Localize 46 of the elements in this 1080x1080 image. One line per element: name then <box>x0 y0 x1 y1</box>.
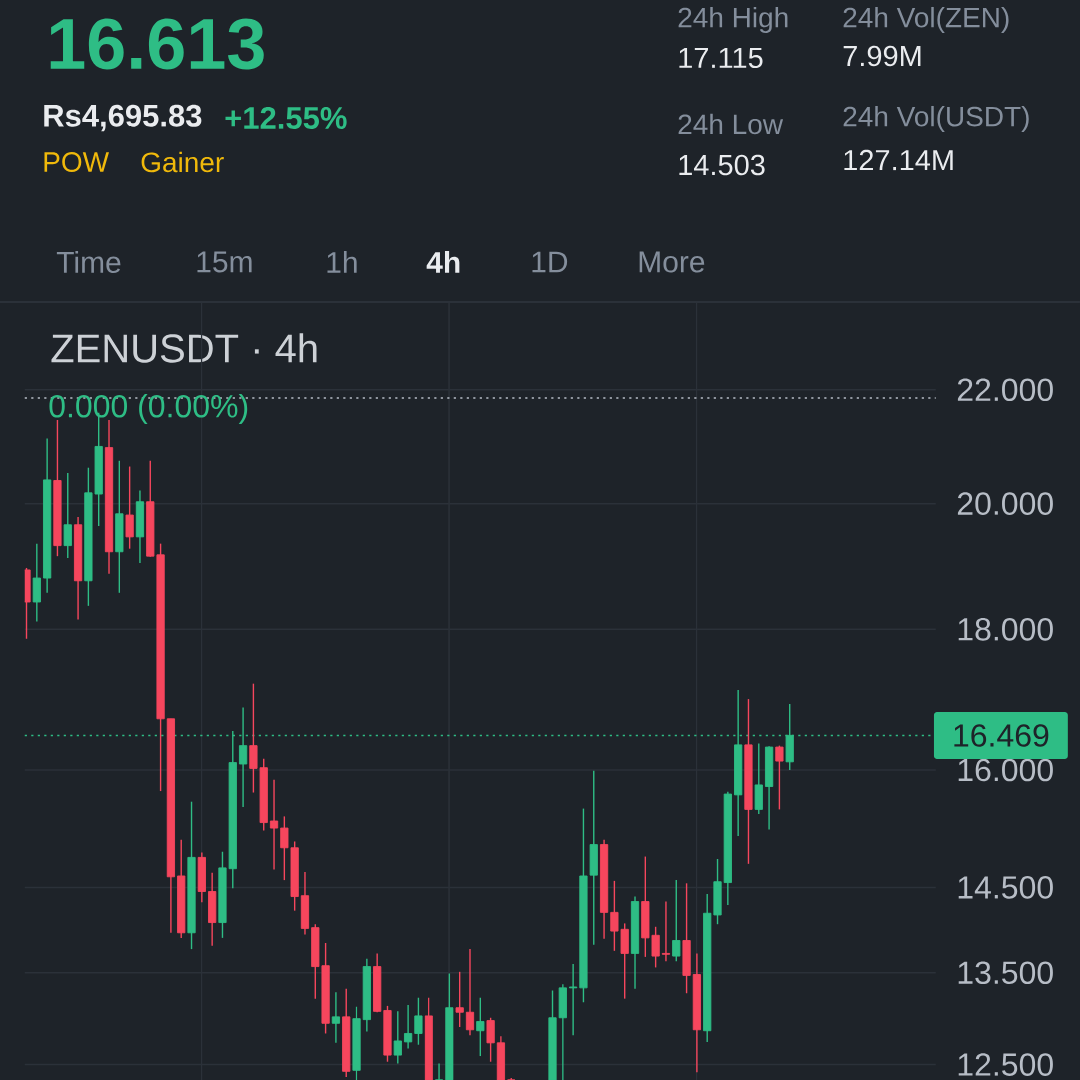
y-tick-label: 22.000 <box>957 378 1053 402</box>
candlestick <box>569 963 578 1037</box>
candlestick <box>393 1010 402 1065</box>
y-tick-label: 18.000 <box>958 618 1053 641</box>
annotation: 0.000 (0.00%) <box>49 394 248 424</box>
candlestick <box>465 948 475 1037</box>
candlestick <box>455 971 464 1028</box>
y-tick-label: 16.000 <box>958 758 1053 782</box>
text: 24h Vol(ZEN) <box>843 6 1009 34</box>
candlestick <box>269 778 279 871</box>
y-tick-label: 20.000 <box>957 492 1053 515</box>
y-tick-label: 14.500 <box>958 876 1053 899</box>
text: 14.503 <box>679 154 765 176</box>
text: Time <box>56 250 121 274</box>
candlestick <box>63 472 72 559</box>
text: POW <box>44 152 109 172</box>
candlestick <box>331 991 341 1044</box>
text: Rs4,695.83 <box>44 104 202 132</box>
text: 7.99M <box>843 45 921 67</box>
y-tick-label: 12.500 <box>958 1053 1053 1076</box>
y-tick-label: 13.500 <box>958 961 1053 985</box>
candlestick <box>414 997 423 1046</box>
text: 24h High <box>678 6 788 34</box>
text: 16.613 <box>50 18 264 70</box>
candlestick <box>486 1017 495 1063</box>
candlestick <box>434 1062 444 1080</box>
text: 24h Vol(USDT) <box>843 105 1029 133</box>
text: 17.115 <box>679 47 763 69</box>
candlestick <box>661 900 671 962</box>
candlestick <box>672 879 681 962</box>
text: 1D <box>532 251 568 273</box>
text: 24h Low <box>678 113 784 135</box>
text: +12.55% <box>225 107 347 129</box>
text: More <box>639 251 705 273</box>
text: 15m <box>197 251 252 273</box>
text: 1h <box>327 251 357 273</box>
candlestick <box>32 542 41 623</box>
ref-line-label: 16.469 <box>954 724 1049 747</box>
text: Gainer <box>141 151 224 173</box>
candlestick <box>125 465 134 550</box>
text: 4h <box>426 251 460 273</box>
text: ZENUSDT · 4h <box>51 333 317 363</box>
candlestick <box>476 997 485 1057</box>
candlestick <box>404 1004 413 1050</box>
text: 127.14M <box>844 149 953 171</box>
candlestick <box>775 744 784 811</box>
